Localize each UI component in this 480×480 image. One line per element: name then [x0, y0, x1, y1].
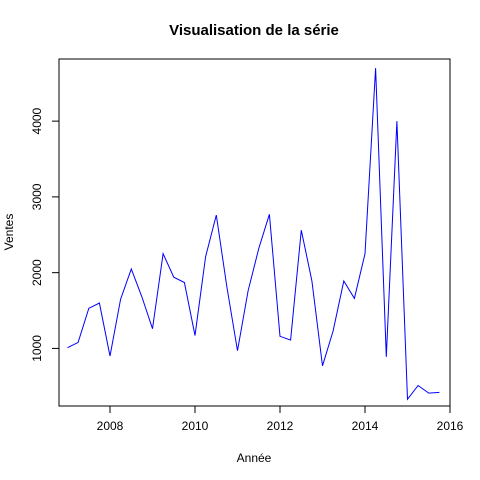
plot-frame	[58, 58, 451, 407]
y-tick-label: 4000	[30, 107, 44, 134]
series-layer	[67, 68, 440, 401]
x-tick-label: 2014	[352, 419, 379, 433]
x-tick-label: 2008	[97, 419, 124, 433]
x-tick-label: 2016	[437, 419, 464, 433]
y-axis-label: Ventes	[2, 214, 16, 251]
x-tick-label: 2012	[267, 419, 294, 433]
x-axis: 2008 2010 2012 2014 2016	[97, 405, 464, 433]
x-axis-label: Année	[237, 451, 272, 465]
x-tick-label: 2010	[182, 419, 209, 433]
series-line	[67, 68, 440, 401]
y-tick-label: 2000	[30, 259, 44, 286]
y-tick-label: 1000	[30, 335, 44, 362]
y-axis: 1000 2000 3000 4000	[30, 107, 60, 362]
chart-title: Visualisation de la série	[169, 22, 339, 39]
y-tick-label: 3000	[30, 183, 44, 210]
